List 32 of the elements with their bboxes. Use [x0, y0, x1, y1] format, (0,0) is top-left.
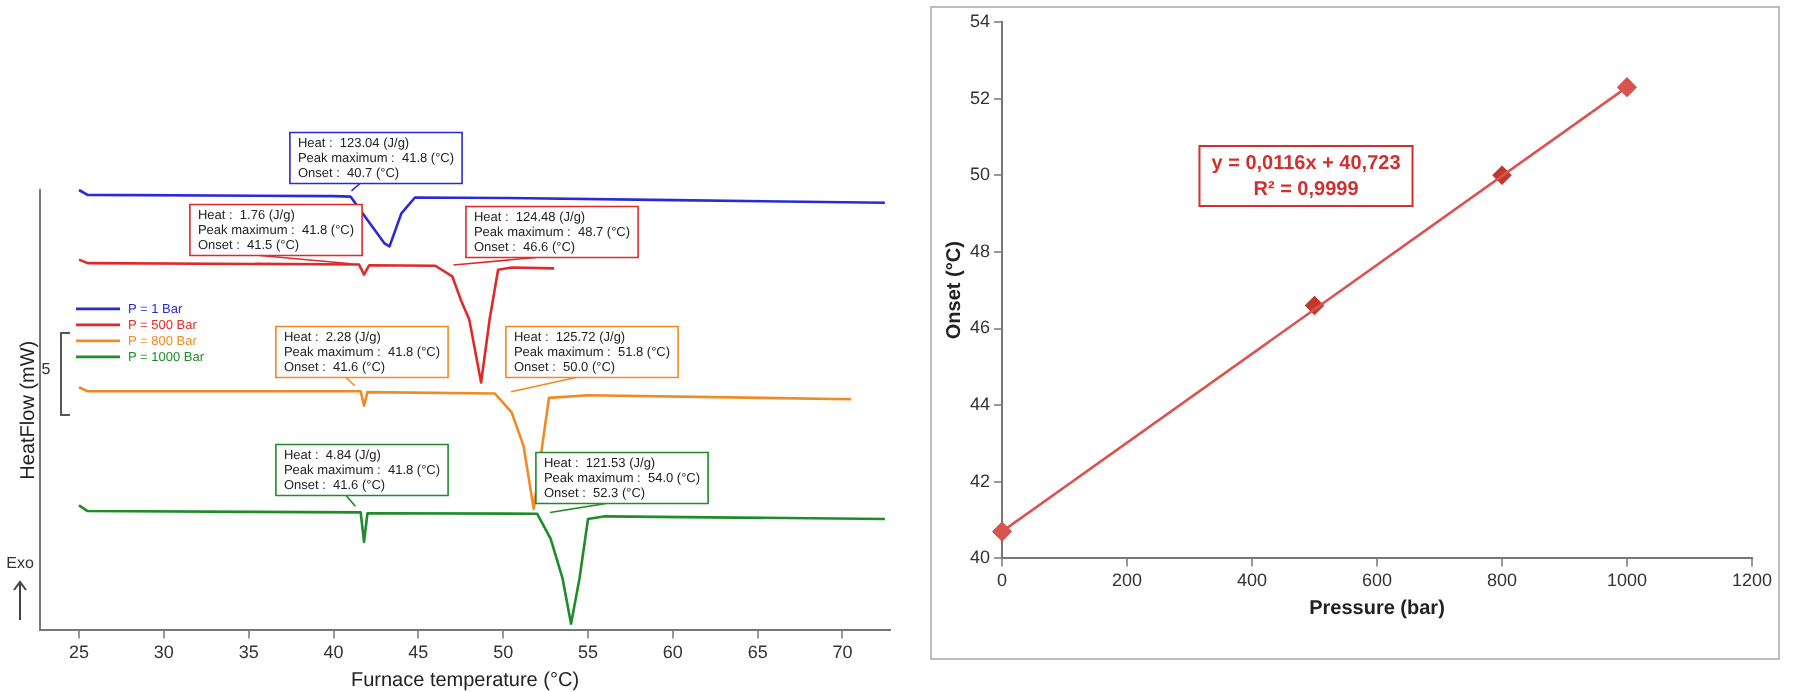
x-tick-label: 50 — [493, 642, 514, 663]
y-tick-label: 40 — [969, 547, 991, 568]
y-axis-title: Onset (°C) — [943, 241, 966, 340]
x-axis-title: Pressure (bar) — [1309, 597, 1445, 620]
x-tick-label: 1200 — [1731, 570, 1773, 591]
y-tick-label: 42 — [969, 470, 991, 491]
x-tick-label: 400 — [1236, 570, 1268, 591]
x-tick-label: 1000 — [1606, 570, 1648, 591]
text: Exo — [6, 554, 35, 573]
x-tick-label: 600 — [1361, 570, 1393, 591]
x-tick-label: 60 — [662, 642, 683, 663]
x-tick-label: 30 — [153, 642, 174, 663]
x-tick-label: 45 — [408, 642, 429, 663]
x-tick-label: 200 — [1111, 570, 1143, 591]
x-tick-label: 55 — [577, 642, 599, 663]
x-tick-label: 25 — [69, 642, 90, 663]
x-tick-label: 40 — [323, 642, 344, 663]
x-tick-label: 65 — [747, 642, 768, 663]
annotation: 5 — [41, 360, 52, 379]
y-tick-label: 48 — [969, 240, 991, 261]
y-tick-label: 44 — [969, 394, 991, 415]
x-tick-label: 800 — [1486, 570, 1518, 591]
x-axis-title: Furnace temperature (°C) — [350, 669, 580, 692]
y-tick-label: 50 — [969, 164, 991, 185]
annotation: y = 0,0116x + 40,723 R² = 0,9999 — [1211, 152, 1402, 201]
x-tick-label: 35 — [238, 642, 259, 663]
y-tick-label: 54 — [969, 10, 991, 31]
x-tick-label: 0 — [997, 570, 1008, 591]
y-axis-title: HeatFlow (mW) — [17, 340, 40, 480]
y-tick-label: 46 — [969, 317, 991, 338]
x-tick-label: 70 — [832, 642, 853, 663]
y-tick-label: 52 — [969, 87, 991, 108]
